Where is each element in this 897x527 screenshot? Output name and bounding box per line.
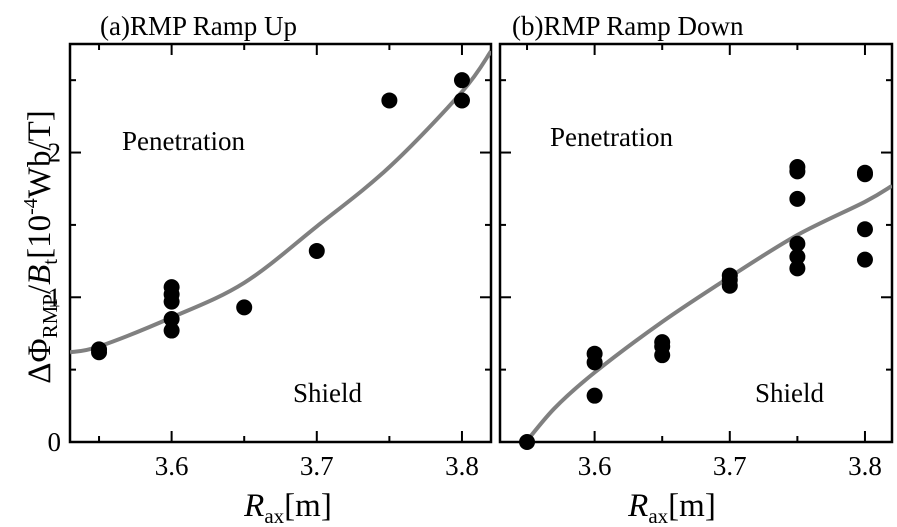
panel-b-title: (b)RMP Ramp Down — [512, 11, 744, 41]
panel-a-title: (a)RMP Ramp Up — [100, 11, 297, 41]
x-tick-label: 3.8 — [445, 451, 479, 481]
data-point — [453, 92, 470, 109]
panel-a-x-axis-label: Rax[m] — [243, 488, 332, 527]
panel-b-penetration-label: Penetration — [550, 122, 673, 152]
data-point — [789, 235, 806, 252]
y-tick-label: 2 — [48, 138, 62, 168]
panel-b-x-axis-label: Rax[m] — [627, 488, 716, 527]
data-point — [586, 387, 603, 404]
panel-b-frame — [498, 42, 894, 444]
data-point — [519, 434, 536, 450]
panel-a-frame — [68, 42, 493, 444]
data-point — [236, 299, 253, 316]
data-point — [654, 334, 671, 351]
panel-a-shield-label: Shield — [293, 378, 363, 408]
data-point — [453, 72, 470, 89]
y-axis-label: ΔΦRMP/Bt[10-4Wb/T] — [20, 110, 62, 384]
data-point — [163, 322, 180, 339]
panel-b-fit-curve — [523, 184, 892, 442]
x-tick-label: 3.6 — [155, 451, 189, 481]
panel-ramp-down: (b)RMP Ramp Down 3.6 3.7 3.8 Penetration S… — [498, 11, 894, 527]
x-tick-label: 3.8 — [848, 451, 882, 481]
data-point — [789, 190, 806, 207]
x-tick-label: 3.6 — [578, 451, 612, 481]
x-tick-label: 3.7 — [300, 451, 334, 481]
data-point — [789, 248, 806, 265]
data-point — [308, 242, 325, 259]
panel-a-penetration-label: Penetration — [122, 126, 245, 156]
panel-b-shield-label: Shield — [755, 378, 825, 408]
panel-a-fit-curve — [70, 50, 491, 355]
data-point — [163, 310, 180, 327]
data-point — [721, 267, 738, 284]
x-tick-label: 3.7 — [713, 451, 747, 481]
data-point — [91, 341, 108, 358]
data-point — [789, 159, 806, 176]
y-tick-label: 0 — [48, 427, 62, 457]
data-point — [381, 92, 398, 109]
data-point — [789, 260, 806, 277]
y-tick-label: 1 — [48, 282, 62, 312]
data-point — [163, 279, 180, 296]
data-point — [856, 221, 873, 238]
data-point — [856, 164, 873, 181]
data-point — [586, 345, 603, 362]
data-point — [856, 251, 873, 268]
